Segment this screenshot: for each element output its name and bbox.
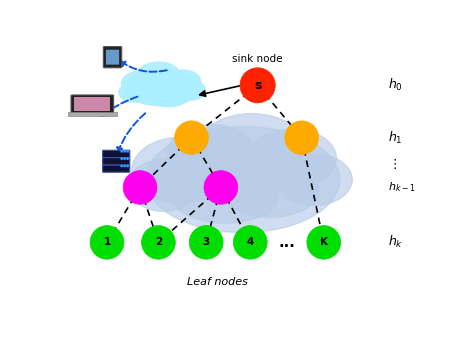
Ellipse shape xyxy=(204,171,238,204)
Ellipse shape xyxy=(248,129,337,188)
Ellipse shape xyxy=(167,124,255,183)
Ellipse shape xyxy=(121,158,122,159)
Ellipse shape xyxy=(233,226,267,259)
Ellipse shape xyxy=(173,171,278,223)
Ellipse shape xyxy=(285,121,319,154)
Ellipse shape xyxy=(119,83,149,102)
Ellipse shape xyxy=(274,154,352,205)
FancyBboxPatch shape xyxy=(106,50,119,65)
Ellipse shape xyxy=(146,126,340,233)
Ellipse shape xyxy=(307,226,341,259)
Ellipse shape xyxy=(121,151,122,152)
Text: sink node: sink node xyxy=(232,54,283,64)
Text: K: K xyxy=(320,237,328,248)
Text: 2: 2 xyxy=(155,237,162,248)
FancyBboxPatch shape xyxy=(71,95,114,114)
Ellipse shape xyxy=(124,165,125,167)
Ellipse shape xyxy=(137,62,180,87)
Ellipse shape xyxy=(124,158,125,159)
FancyBboxPatch shape xyxy=(102,165,130,172)
Ellipse shape xyxy=(127,165,128,167)
Text: $h_k$: $h_k$ xyxy=(388,234,403,251)
Ellipse shape xyxy=(124,70,201,106)
Text: ...: ... xyxy=(279,235,295,250)
Text: 3: 3 xyxy=(202,237,210,248)
Ellipse shape xyxy=(127,151,128,152)
FancyBboxPatch shape xyxy=(103,47,122,68)
Text: $h_1$: $h_1$ xyxy=(388,130,403,146)
FancyBboxPatch shape xyxy=(74,97,110,112)
Text: Leaf nodes: Leaf nodes xyxy=(187,277,247,287)
FancyBboxPatch shape xyxy=(68,112,117,116)
Ellipse shape xyxy=(174,121,209,154)
Ellipse shape xyxy=(165,70,201,92)
Ellipse shape xyxy=(149,87,189,107)
Text: $\vdots$: $\vdots$ xyxy=(388,157,397,171)
Text: $h_{k-1}$: $h_{k-1}$ xyxy=(388,181,415,194)
Ellipse shape xyxy=(132,137,230,203)
FancyBboxPatch shape xyxy=(102,150,130,157)
Ellipse shape xyxy=(121,165,122,167)
Ellipse shape xyxy=(127,158,128,159)
Ellipse shape xyxy=(240,68,275,103)
Ellipse shape xyxy=(220,166,319,217)
Text: $h_0$: $h_0$ xyxy=(388,77,403,94)
Ellipse shape xyxy=(128,159,199,211)
Ellipse shape xyxy=(142,226,175,259)
Ellipse shape xyxy=(177,80,205,100)
Ellipse shape xyxy=(123,171,157,204)
Text: 4: 4 xyxy=(246,237,254,248)
Ellipse shape xyxy=(124,151,125,152)
Text: s: s xyxy=(254,79,261,92)
Ellipse shape xyxy=(90,226,124,259)
Ellipse shape xyxy=(122,71,161,96)
FancyBboxPatch shape xyxy=(102,157,130,165)
Text: 1: 1 xyxy=(103,237,110,248)
Ellipse shape xyxy=(199,114,305,180)
Ellipse shape xyxy=(189,226,223,259)
